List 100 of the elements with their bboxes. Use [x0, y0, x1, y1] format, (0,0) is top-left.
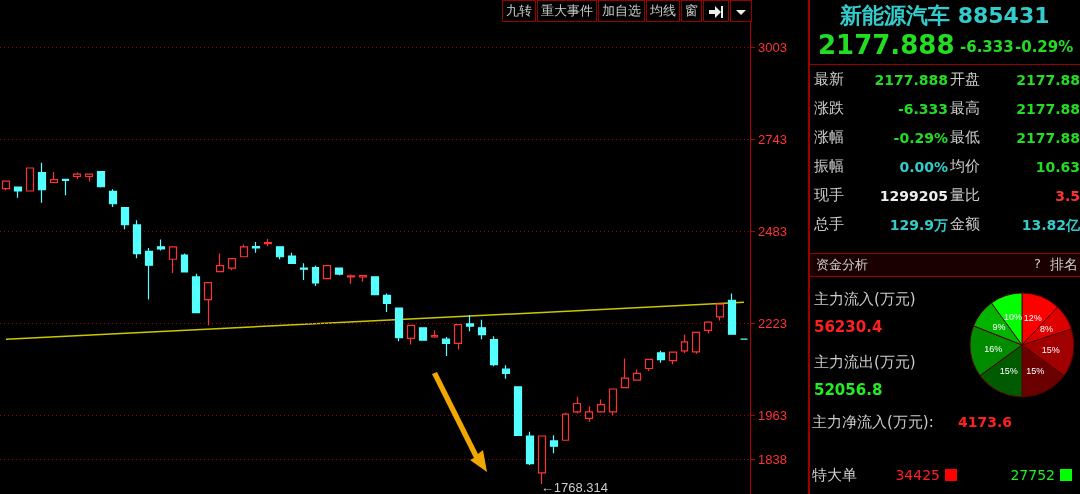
candlestick — [477, 319, 487, 340]
data-label: 12% — [1023, 313, 1042, 324]
text: 2177.888 — [818, 30, 955, 60]
y-tick-label: 2483 — [758, 223, 787, 239]
candlestick — [608, 388, 618, 416]
candlestick — [549, 434, 559, 454]
candlestick — [49, 171, 59, 184]
candlestick — [180, 252, 189, 273]
candlestick — [691, 331, 701, 355]
candlestick — [191, 273, 201, 314]
candlestick — [441, 336, 451, 357]
candlestick — [572, 396, 582, 414]
candlestick — [680, 333, 689, 354]
text: 2177.88 — [1016, 101, 1080, 117]
text: 56230.4 — [814, 318, 883, 336]
candlestick — [299, 262, 309, 281]
text: 0.00% — [899, 159, 948, 175]
text: 排名 — [1050, 256, 1078, 274]
candlestick — [382, 292, 392, 313]
candlestick — [394, 307, 404, 342]
candlestick — [656, 350, 666, 364]
candlestick — [84, 173, 94, 183]
candlestick — [358, 274, 368, 283]
text: 最高 — [950, 99, 980, 118]
candlestick — [144, 247, 154, 301]
text: 52056.8 — [814, 381, 883, 399]
text: 主力流出(万元) — [814, 353, 916, 372]
candlestick — [346, 273, 356, 285]
text: 27752 — [1010, 467, 1055, 483]
text: 2177.88 — [1016, 130, 1080, 146]
data-label: 15% — [1026, 365, 1045, 376]
text: ? — [1034, 256, 1041, 271]
text: 加自选 — [598, 0, 645, 22]
candlestick — [596, 399, 606, 413]
candlestick — [251, 241, 261, 254]
candlestick — [632, 368, 642, 381]
candlestick — [96, 170, 106, 189]
data-label: 8% — [1039, 324, 1053, 335]
candlestick — [561, 412, 570, 441]
text: 13.82亿 — [1021, 217, 1080, 233]
candlestick — [132, 219, 142, 259]
candlestick — [25, 167, 35, 192]
y-tick-label: 1963 — [758, 407, 787, 423]
text: 开盘 — [950, 70, 980, 89]
candlestick — [311, 265, 320, 287]
text: 九转 — [502, 0, 536, 22]
text: 量比 — [950, 186, 980, 205]
candlestick — [120, 207, 130, 230]
text: 新能源汽车 885431 — [840, 2, 1050, 30]
text: 1299205 — [879, 188, 948, 204]
text: 34425 — [895, 467, 940, 483]
text: 涨幅 — [814, 128, 844, 147]
candlestick — [61, 178, 70, 196]
candlestick — [584, 405, 594, 423]
candlestick — [275, 246, 285, 260]
candlestick — [453, 324, 463, 350]
data-label: 16% — [984, 343, 1003, 354]
text: 资金分析 — [816, 256, 868, 274]
text: -6.333 — [960, 38, 1014, 56]
candlestick — [465, 314, 475, 332]
text: -6.333 — [897, 101, 948, 117]
candlestick — [406, 324, 416, 346]
candlestick — [13, 186, 23, 199]
candlestick — [203, 281, 213, 326]
text: 129.9万 — [889, 217, 948, 233]
candlestick — [239, 243, 249, 258]
candlestick — [703, 321, 713, 335]
candlestick — [227, 257, 237, 271]
text: -0.29% — [1015, 38, 1074, 56]
text: 3.5 — [1055, 188, 1080, 204]
text: 涨跌 — [814, 99, 844, 118]
candlestick — [727, 292, 737, 335]
y-tick-label: 2743 — [758, 131, 787, 147]
text: -0.29% — [893, 130, 948, 146]
text: 最低 — [950, 128, 980, 147]
text: 4173.6 — [958, 414, 1013, 430]
text: 均线 — [646, 0, 680, 22]
candlestick — [668, 351, 678, 365]
candlestick — [334, 267, 344, 276]
text: 振幅 — [814, 157, 844, 176]
candlestick — [537, 435, 547, 485]
text: 主力流入(万元) — [814, 290, 916, 309]
text: 金额 — [950, 215, 980, 234]
candlestick — [715, 303, 725, 321]
candlestick — [37, 162, 47, 204]
candlestick — [430, 329, 439, 339]
candlestick — [620, 357, 630, 389]
candlestick — [215, 252, 225, 273]
text: 均价 — [950, 157, 980, 176]
text: 2177.888 — [874, 72, 948, 88]
candlestick — [263, 238, 273, 247]
text: 2177.88 — [1016, 72, 1080, 88]
text: 最新 — [814, 70, 844, 89]
candlestick — [108, 188, 118, 208]
candlestick — [525, 431, 535, 466]
data-label: 9% — [992, 322, 1006, 333]
text: 总手 — [814, 215, 844, 234]
data-label: 15% — [1041, 344, 1060, 355]
y-tick-label: 2223 — [758, 315, 787, 331]
candlestick — [322, 265, 332, 280]
